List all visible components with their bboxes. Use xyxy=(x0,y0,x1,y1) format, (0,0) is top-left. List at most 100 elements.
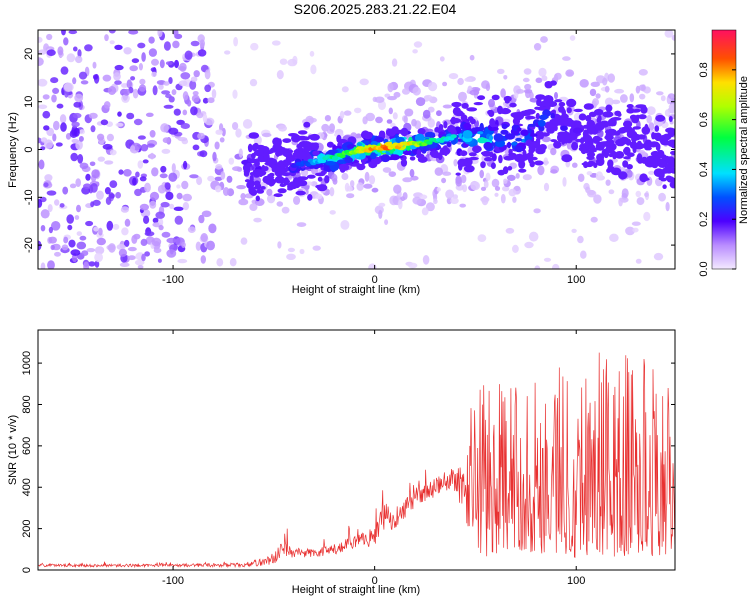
spectrogram-ytick-label: 0 xyxy=(23,146,35,152)
spectrogram-blob xyxy=(86,248,96,253)
spectrogram-blob xyxy=(174,215,183,225)
spectrogram-blob xyxy=(166,237,177,244)
snr-ylabel: SNR (10 * v/v) xyxy=(7,415,19,485)
spectrogram-blob xyxy=(324,115,331,122)
spectrogram-blob xyxy=(409,169,415,178)
spectrogram-blob xyxy=(174,59,179,69)
spectrogram-blob xyxy=(296,222,307,228)
spectrogram-ridge-blob xyxy=(463,165,475,173)
spectrogram-ridge-blob xyxy=(638,114,647,120)
spectrogram-blob xyxy=(277,241,282,249)
spectrogram-blob xyxy=(469,89,480,96)
spectrogram-blob xyxy=(422,254,430,265)
spectrogram-blob xyxy=(112,223,120,230)
spectrogram-ridge-blob xyxy=(253,149,264,157)
spectrogram-blob xyxy=(74,93,84,103)
spectrogram-blob xyxy=(321,123,330,132)
spectrogram-blob xyxy=(592,98,599,106)
spectrogram-blob xyxy=(118,169,124,175)
spectrogram-ridge-blob xyxy=(441,148,451,153)
spectrogram-blob xyxy=(152,85,158,96)
spectrogram-ytick-label: -20 xyxy=(23,237,35,253)
spectrogram-ridge-blob xyxy=(477,137,488,144)
spectrogram-blob xyxy=(76,241,87,250)
spectrogram-ridge-blob xyxy=(668,116,673,122)
spectrogram-blob xyxy=(459,203,467,208)
spectrogram-blob xyxy=(609,233,619,242)
spectrogram-ridge-blob xyxy=(255,169,267,177)
spectrogram-ridge-blob xyxy=(559,133,571,143)
spectrogram-blob xyxy=(368,175,376,185)
spectrogram-blob xyxy=(119,262,130,268)
spectrogram-blob xyxy=(625,226,635,236)
spectrogram-ridge-blob xyxy=(434,126,440,133)
spectrogram-ridge-blob xyxy=(563,114,569,119)
spectrogram-blob xyxy=(202,97,209,104)
spectrogram-blob xyxy=(83,183,92,189)
spectrogram-ridge-blob xyxy=(534,160,544,166)
spectrogram-blob xyxy=(139,78,146,85)
spectrogram-blob xyxy=(70,249,81,256)
spectrogram-ridge-blob xyxy=(409,156,416,161)
spectrogram-blob xyxy=(375,116,383,124)
spectrogram-blob xyxy=(214,176,223,181)
spectrogram-blob xyxy=(528,231,539,242)
spectrogram-ridge-blob xyxy=(368,161,378,169)
spectrogram-blob xyxy=(524,83,532,90)
spectrogram-blob xyxy=(428,81,438,92)
spectrogram-ridge-blob xyxy=(550,127,555,134)
spectrogram-blob xyxy=(200,255,206,264)
spectrogram-ridge-blob xyxy=(479,122,484,132)
spectrogram-ridge-blob xyxy=(285,154,296,162)
spectrogram-blob xyxy=(402,192,408,200)
spectrogram-ridge-blob xyxy=(277,188,287,194)
spectrogram-blob xyxy=(422,109,431,119)
spectrogram-ridge-blob xyxy=(273,193,283,198)
spectrogram-ridge-blob xyxy=(301,141,312,149)
spectrogram-ridge-blob xyxy=(527,123,538,127)
spectrogram-blob xyxy=(408,262,418,269)
spectrogram-blob xyxy=(106,133,114,142)
spectrogram-ridge-blob xyxy=(623,156,631,160)
snr-xtick-label: 100 xyxy=(567,575,585,587)
spectrogram-ridge-blob xyxy=(561,154,573,163)
spectrogram-ridge-blob xyxy=(623,148,629,154)
spectrogram-blob xyxy=(126,79,132,89)
spectrogram-ridge-blob xyxy=(247,158,256,163)
spectrogram-blob xyxy=(38,57,44,66)
spectrogram-blob xyxy=(671,34,675,41)
spectrogram-blob xyxy=(130,145,136,152)
spectrogram-ridge-blob xyxy=(538,144,547,151)
spectrogram-blob xyxy=(135,171,140,178)
spectrogram-blob xyxy=(483,180,489,189)
spectrogram-blob xyxy=(595,171,604,181)
spectrogram-xtick-label: 0 xyxy=(372,274,378,286)
spectrogram-blob xyxy=(540,36,548,43)
spectrogram-ridge-core xyxy=(450,134,457,139)
spectrogram-blob xyxy=(132,177,137,186)
spectrogram-ridge-blob xyxy=(661,155,671,161)
spectrogram-blob xyxy=(134,188,142,197)
spectrogram-blob xyxy=(53,120,60,131)
spectrogram-blob xyxy=(163,104,174,109)
spectrogram-blob xyxy=(384,219,389,226)
spectrogram-ridge-blob xyxy=(579,144,586,149)
spectrogram-blob xyxy=(157,30,163,38)
spectrogram-blob xyxy=(638,84,646,91)
spectrogram-blob xyxy=(537,165,545,176)
spectrogram-blob xyxy=(76,204,81,213)
spectrogram-blob xyxy=(448,73,459,80)
spectrogram-ridge-blob xyxy=(248,132,260,139)
spectrogram-blob xyxy=(434,167,443,176)
spectrogram-blob xyxy=(139,176,147,182)
spectrogram-blob xyxy=(541,75,548,81)
spectrogram-ridge-blob xyxy=(626,152,635,157)
spectrogram-ridge-blob xyxy=(573,108,583,113)
spectrogram-ridge-blob xyxy=(469,118,476,125)
spectrogram-blob xyxy=(500,88,506,98)
spectrogram-blob xyxy=(419,194,428,200)
spectrogram-blob xyxy=(207,97,215,104)
spectrogram-blob xyxy=(44,174,53,182)
spectrogram-blob xyxy=(54,251,61,257)
